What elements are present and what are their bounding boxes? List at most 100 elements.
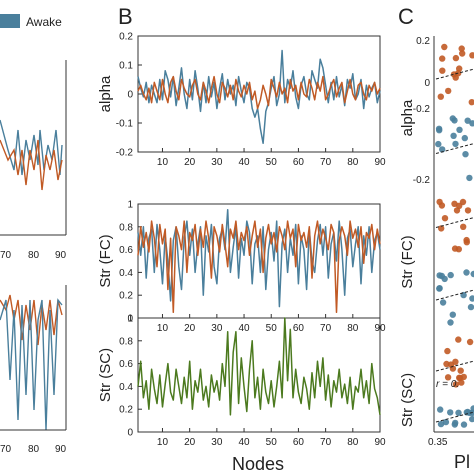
chart-str_fc-ytick-label: 0.4 — [119, 268, 133, 279]
chart-str_sc-ytick-label: 0.4 — [119, 382, 133, 393]
chart-alpha-xtick-label: 90 — [374, 157, 386, 168]
chart-str_sc-xtick-label: 90 — [374, 437, 386, 448]
chart-str_sc-ytick-label: 0.8 — [119, 336, 133, 347]
panel-c-ylabel: Str (FC) — [399, 235, 416, 288]
chart-alpha-xtick-label: 70 — [320, 157, 332, 168]
left-partial-panel-top: 70 80 90 — [0, 60, 67, 261]
left-partial-top-xtick-90: 90 — [55, 250, 67, 261]
panel-c-scatter-5 — [433, 330, 474, 400]
chart-alpha-xtick-label: 80 — [347, 157, 359, 168]
panel-c-scatter-point — [445, 87, 452, 95]
panel-c-scatter-point — [437, 93, 444, 100]
panel-c-scatter-point — [437, 420, 445, 428]
panel-c-scatter-point — [449, 311, 456, 318]
panel-b-charts: -0.2-0.100.10.210 20 30 40 50 60 70 80 90alpha00… — [97, 32, 386, 449]
left-partial-top-xtick-80: 80 — [28, 250, 40, 261]
legend-swatch-awake — [0, 14, 20, 28]
panel-c-scatter-point — [469, 415, 474, 423]
panel-c-scatter-point — [463, 269, 470, 276]
panel-c-scatter-point — [464, 117, 471, 124]
left-partial-top-xtick-70: 70 — [0, 250, 12, 261]
left-partial-bottom-xtick-80: 80 — [28, 444, 40, 455]
chart-str_fc-ylabel: Str (FC) — [97, 234, 114, 287]
chart-str_fc-xtick-label: 50 — [266, 323, 278, 334]
left-partial-bottom-series-awake — [0, 298, 63, 431]
panel-c-scatter-point — [439, 146, 446, 153]
x-axis-label-nodes: Nodes — [232, 454, 284, 474]
panel-c-scatter-point — [452, 381, 460, 388]
panel-c-scatter-point — [450, 132, 457, 139]
chart-str_sc-ylabel: Str (SC) — [97, 348, 114, 402]
panel-c-scatter-point — [436, 285, 443, 292]
panel-c-scatter-point — [441, 43, 448, 51]
chart-alpha-series-awake — [137, 49, 381, 145]
panel-c-scatter-point — [459, 50, 466, 57]
panel-c-ytick-label: 0 — [424, 78, 430, 89]
left-partial-bottom-series-sleep — [0, 294, 63, 346]
panel-c-scatter-point — [452, 419, 459, 427]
panel-c-scatter-point — [464, 207, 472, 214]
panel-c-scatter-point — [470, 270, 474, 278]
chart-str_fc-ytick-label: 0 — [127, 314, 133, 325]
panel-label-c: C — [398, 4, 414, 29]
panel-c-scatter-point — [439, 67, 446, 74]
legend-label-awake: Awake — [26, 15, 62, 29]
chart-alpha-xtick-label: 50 — [266, 157, 278, 168]
panel-c-scatter-point — [441, 275, 448, 283]
panel-c-scatter-point — [469, 295, 474, 302]
chart-str_sc-ytick-label: 0 — [127, 428, 133, 439]
panel-c-regression-line — [435, 289, 474, 301]
left-partial-top-series-awake — [0, 119, 63, 176]
panel-c-regression-line — [435, 411, 474, 423]
panel-c-regression-line — [435, 68, 474, 80]
chart-str_sc-frame — [137, 317, 381, 433]
panel-c-scatter-point — [460, 223, 467, 230]
chart-str_sc-xtick-label: 20 — [184, 437, 196, 448]
chart-str_fc-xtick-label: 80 — [347, 323, 359, 334]
panel-c-ytick-label: -0.2 — [413, 175, 431, 186]
chart-str_sc-xtick-label: 40 — [238, 437, 250, 448]
panel-c-scatter-point — [469, 52, 474, 59]
panel-c-scatter-point — [456, 126, 463, 133]
panel-c-regression-line — [435, 360, 474, 372]
panel-c-scatter-point — [456, 202, 463, 209]
panel-c-scatter-point — [456, 374, 464, 382]
chart-alpha-xtick-label: 10 — [157, 157, 169, 168]
chart-str_fc-series-awake — [137, 208, 381, 308]
panel-c-scatter-point — [452, 54, 460, 62]
chart-str_fc-xtick-label: 60 — [293, 323, 305, 334]
panel-c-scatter-point — [455, 246, 462, 253]
panel-c-scatter-4 — [433, 258, 474, 330]
panel-c-scatter-point — [457, 367, 464, 374]
panel-c-scatter-point — [438, 202, 446, 209]
chart-alpha-ytick-label: -0.2 — [116, 148, 134, 159]
panel-label-b: B — [118, 4, 133, 29]
chart-str_sc-xtick-label: 30 — [211, 437, 223, 448]
panel-c-scatter-point — [436, 127, 443, 134]
panel-c-scatter-point — [461, 134, 468, 142]
chart-str_sc-xtick-label: 50 — [266, 437, 278, 448]
panel-c-scatter-2 — [433, 110, 474, 185]
panel-c-scatter-point — [462, 151, 469, 158]
panel-c-scatter-point — [460, 421, 468, 428]
left-partial-top-series-sleep — [0, 139, 63, 191]
chart-str_fc-xtick-label: 70 — [320, 323, 332, 334]
panel-c-scatter-point — [441, 215, 449, 222]
panel-c-scatter-6 — [433, 400, 474, 432]
panel-c-scatter-point — [449, 115, 456, 122]
chart-str_fc-xtick-label: 40 — [238, 323, 250, 334]
panel-c-scatter-point — [444, 374, 452, 381]
panel-c-ytick-label: -0.2 — [413, 104, 431, 115]
chart-str_sc-xtick-label: 70 — [320, 437, 332, 448]
chart-alpha-xtick-label: 40 — [238, 157, 250, 168]
panel-c-scatter-point — [467, 303, 474, 311]
panel-c-scatter-point — [439, 299, 447, 306]
chart-alpha-ytick-label: 0 — [127, 90, 133, 101]
panel-c-scatter-point — [466, 338, 474, 346]
chart-alpha: -0.2 -0.1 0 0.1 0.2 10 20 30 40 50 60 70 80 90 alpha — [97, 32, 386, 169]
panel-c-xlabel: Pl — [454, 452, 470, 472]
panel-c-scatter-point — [439, 55, 446, 62]
